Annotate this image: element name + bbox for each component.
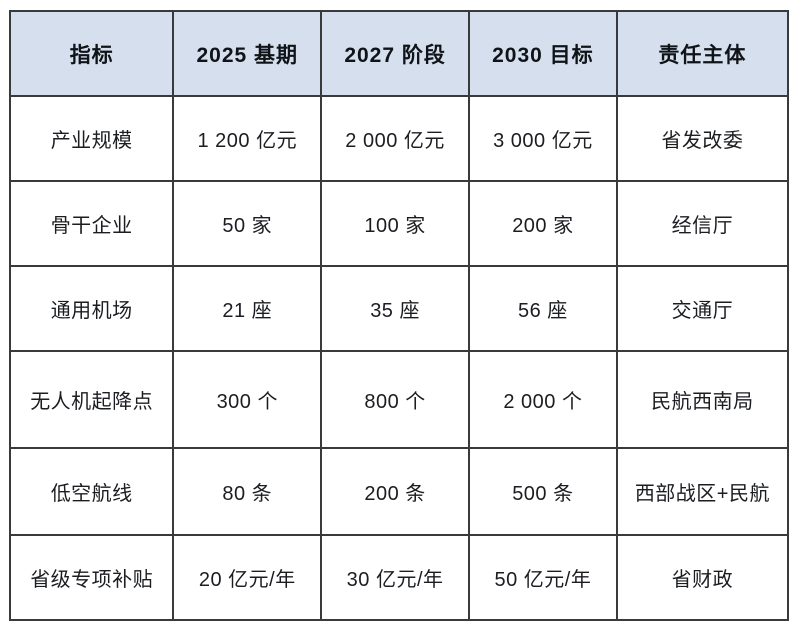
cell-2027-value: 30 亿元/年 [320, 534, 470, 621]
cell-2025-value: 80 条 [172, 447, 323, 536]
cell-2030-value: 2 000 个 [468, 350, 618, 449]
cell-indicator: 无人机起降点 [8, 350, 175, 449]
cell-indicator: 骨干企业 [8, 180, 175, 267]
header-cell-2027-stage: 2027 阶段 [320, 10, 470, 97]
cell-responsible-body: 西部战区+民航 [615, 447, 790, 536]
cell-responsible-body: 省发改委 [615, 95, 790, 182]
cell-2025-value: 300 个 [172, 350, 323, 449]
cell-2027-value: 2 000 亿元 [320, 95, 470, 182]
cell-2025-value: 21 座 [172, 265, 323, 352]
header-cell-2030-target: 2030 目标 [468, 10, 618, 97]
cell-2027-value: 100 家 [320, 180, 470, 267]
table-row-industry-scale: 产业规模 1 200 亿元 2 000 亿元 3 000 亿元 省发改委 [8, 95, 790, 182]
cell-2025-value: 20 亿元/年 [172, 534, 323, 621]
header-cell-2025-base: 2025 基期 [172, 10, 323, 97]
cell-indicator: 低空航线 [8, 447, 175, 536]
cell-2027-value: 800 个 [320, 350, 470, 449]
table-header-row: 指标 2025 基期 2027 阶段 2030 目标 责任主体 [8, 10, 790, 97]
table-row-general-airports: 通用机场 21 座 35 座 56 座 交通厅 [8, 265, 790, 352]
cell-2030-value: 200 家 [468, 180, 618, 267]
cell-2025-value: 50 家 [172, 180, 323, 267]
table-row-backbone-enterprises: 骨干企业 50 家 100 家 200 家 经信厅 [8, 180, 790, 267]
cell-2030-value: 500 条 [468, 447, 618, 536]
cell-indicator: 省级专项补贴 [8, 534, 175, 621]
cell-responsible-body: 民航西南局 [615, 350, 790, 449]
table-row-low-altitude-routes: 低空航线 80 条 200 条 500 条 西部战区+民航 [8, 447, 790, 536]
cell-2027-value: 200 条 [320, 447, 470, 536]
cell-indicator: 产业规模 [8, 95, 175, 182]
cell-2025-value: 1 200 亿元 [172, 95, 323, 182]
cell-indicator: 通用机场 [8, 265, 175, 352]
cell-2030-value: 56 座 [468, 265, 618, 352]
cell-2030-value: 3 000 亿元 [468, 95, 618, 182]
indicators-table: 指标 2025 基期 2027 阶段 2030 目标 责任主体 产业规模 1 2… [8, 10, 790, 621]
cell-2030-value: 50 亿元/年 [468, 534, 618, 621]
cell-responsible-body: 交通厅 [615, 265, 790, 352]
table-row-drone-landing-points: 无人机起降点 300 个 800 个 2 000 个 民航西南局 [8, 350, 790, 449]
cell-2027-value: 35 座 [320, 265, 470, 352]
header-cell-responsible-body: 责任主体 [615, 10, 790, 97]
cell-responsible-body: 经信厅 [615, 180, 790, 267]
cell-responsible-body: 省财政 [615, 534, 790, 621]
header-cell-indicator: 指标 [8, 10, 175, 97]
table-row-provincial-subsidy: 省级专项补贴 20 亿元/年 30 亿元/年 50 亿元/年 省财政 [8, 534, 790, 621]
